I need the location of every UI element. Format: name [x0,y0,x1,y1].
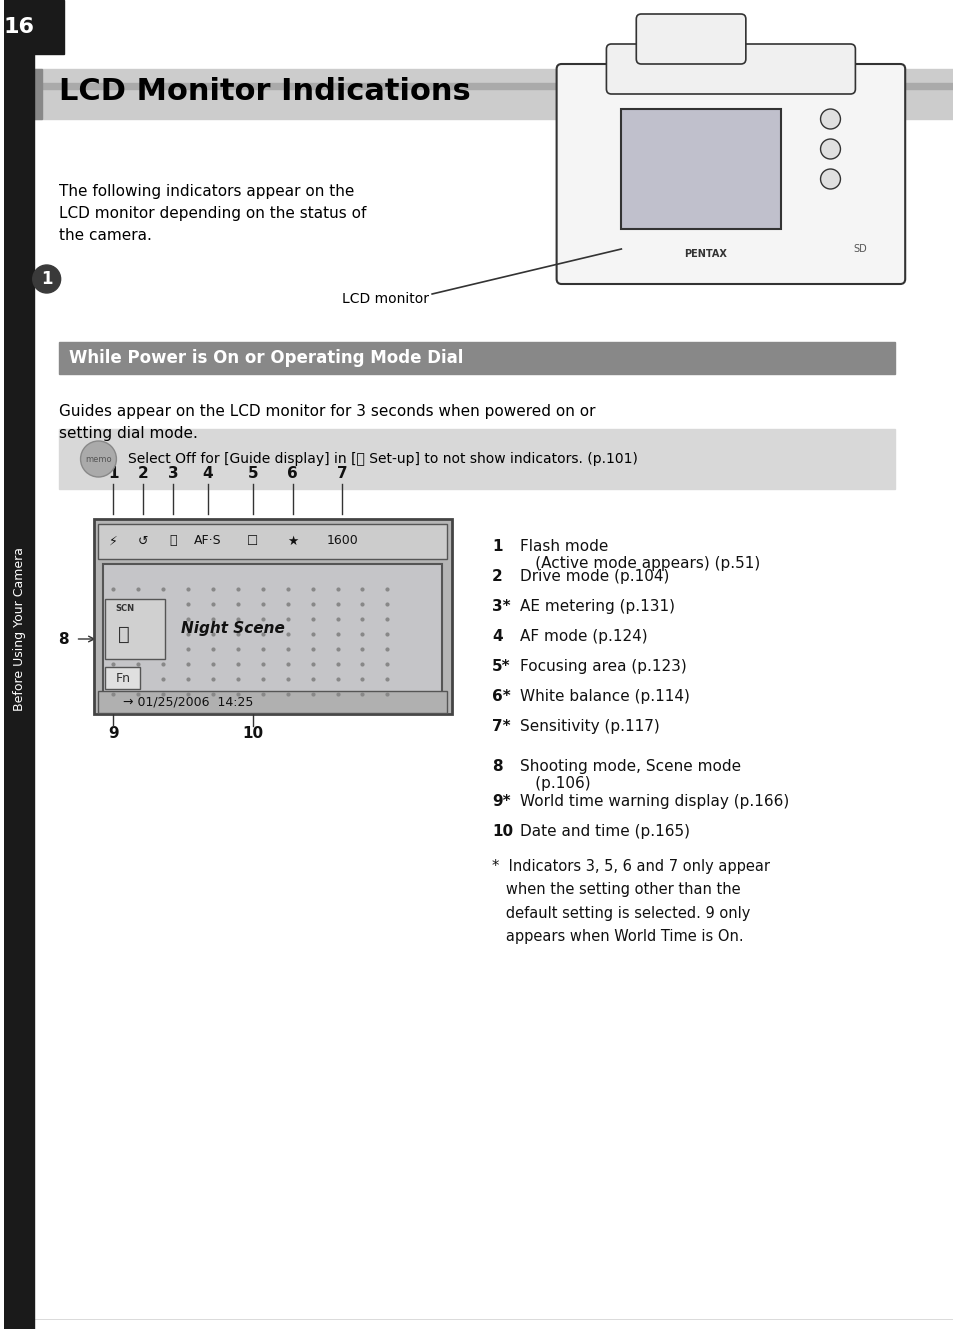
Bar [58,429,894,489]
Text: 1: 1 [108,466,118,481]
Text: 3: 3 [168,466,178,481]
Text: ⬜: ⬜ [170,534,176,548]
Text: *  Indicators 3, 5, 6 and 7 only appear
   when the setting other than the
   de: * Indicators 3, 5, 6 and 7 only appear w… [492,859,769,944]
Text: Before Using Your Camera: Before Using Your Camera [13,548,27,711]
Text: 1: 1 [492,540,502,554]
Text: 4: 4 [492,629,502,645]
Text: 2: 2 [492,569,502,583]
Bar [103,563,441,704]
Text: ☐: ☐ [247,534,258,548]
Text: 1600: 1600 [326,534,358,548]
Bar [33,69,953,120]
Bar [106,599,165,659]
Text: SCN: SCN [115,603,134,613]
Text: World time warning display (p.166): World time warning display (p.166) [519,793,788,809]
Text: 9*: 9* [492,793,510,809]
Text: While Power is On or Operating Mode Dial: While Power is On or Operating Mode Dial [69,350,462,367]
Text: White balance (p.114): White balance (p.114) [519,688,689,704]
Text: Sensitivity (p.117): Sensitivity (p.117) [519,719,659,734]
FancyBboxPatch shape [636,15,745,64]
Bar [620,109,780,229]
FancyBboxPatch shape [556,64,904,284]
Text: The following indicators appear on the
LCD monitor depending on the status of
th: The following indicators appear on the L… [58,183,366,243]
Bar [4,0,33,1329]
Text: 2: 2 [138,466,149,481]
Text: PENTAX: PENTAX [684,249,727,259]
Text: 8: 8 [58,631,69,646]
Text: ↺: ↺ [138,534,149,548]
Bar [4,0,64,54]
Text: Night Scene: Night Scene [181,622,285,637]
Text: 5: 5 [247,466,258,481]
Bar [33,82,953,89]
Bar [58,342,894,373]
Circle shape [32,264,61,292]
Text: 📷: 📷 [117,625,129,643]
Bar [93,520,452,714]
Text: 8: 8 [492,759,502,773]
Bar [33,69,42,120]
FancyBboxPatch shape [606,44,855,94]
Text: ⚡: ⚡ [109,534,117,548]
Text: 1: 1 [41,270,52,288]
Circle shape [820,169,840,189]
Text: Fn: Fn [115,671,131,684]
Text: memo: memo [85,455,112,464]
Text: 6: 6 [287,466,297,481]
Text: ★: ★ [287,534,298,548]
Text: 3*: 3* [492,599,510,614]
Circle shape [820,109,840,129]
Text: Guides appear on the LCD monitor for 3 seconds when powered on or
setting dial m: Guides appear on the LCD monitor for 3 s… [58,404,595,441]
Text: 7: 7 [336,466,348,481]
Text: LCD Monitor Indications: LCD Monitor Indications [58,77,470,106]
Text: 10: 10 [242,727,263,742]
Bar [98,524,447,560]
Bar [106,667,140,688]
Text: LCD monitor: LCD monitor [342,292,429,306]
Text: Shooting mode, Scene mode
 (p.106): Shooting mode, Scene mode (p.106) [519,759,740,791]
Circle shape [80,441,116,477]
Text: SD: SD [853,245,866,254]
Text: Date and time (p.165): Date and time (p.165) [519,824,689,839]
Text: 9: 9 [108,727,118,742]
Text: 4: 4 [203,466,213,481]
Text: AF·S: AF·S [194,534,222,548]
Text: 6*: 6* [492,688,510,704]
Circle shape [820,140,840,159]
Text: 10: 10 [492,824,513,839]
Text: Select Off for [Guide display] in [⩑ Set-up] to not show indicators. (p.101): Select Off for [Guide display] in [⩑ Set… [129,452,638,466]
Text: Flash mode
 (Active mode appears) (p.51): Flash mode (Active mode appears) (p.51) [519,540,760,571]
Text: Drive mode (p.104): Drive mode (p.104) [519,569,668,583]
Text: AE metering (p.131): AE metering (p.131) [519,599,674,614]
Bar [98,691,447,712]
Text: 7*: 7* [492,719,510,734]
Text: 5*: 5* [492,659,510,674]
Text: → 01/25/2006  14:25: → 01/25/2006 14:25 [123,695,253,708]
Text: 16: 16 [3,17,34,37]
Text: Focusing area (p.123): Focusing area (p.123) [519,659,686,674]
Text: AF mode (p.124): AF mode (p.124) [519,629,647,645]
